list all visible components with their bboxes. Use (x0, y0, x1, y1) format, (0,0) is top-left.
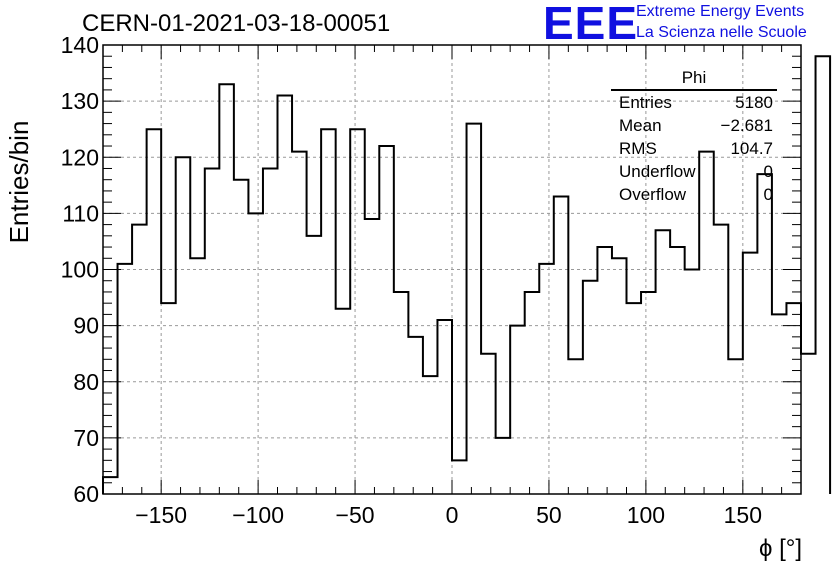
histogram-bin (568, 359, 583, 494)
histogram-bin (496, 438, 511, 494)
histogram-bin (219, 84, 234, 494)
x-tick-label: 150 (724, 502, 762, 528)
y-tick-label: 120 (61, 144, 99, 170)
stats-row-mean: Mean −2.681 (611, 116, 777, 139)
histogram-bin (525, 292, 540, 494)
histogram-bin (467, 124, 482, 494)
histogram-bin (307, 236, 322, 494)
histogram-bin (103, 477, 118, 494)
logo-subtitle-line2: La Scienza nelle Scuole (636, 24, 807, 41)
histogram-bin (685, 270, 700, 495)
stats-value: 0 (763, 162, 773, 181)
plot-frame (102, 44, 802, 495)
histogram-bin (670, 247, 685, 494)
histogram-bin (161, 303, 176, 494)
y-tick-label: 60 (73, 481, 99, 507)
x-tick-label: 0 (446, 502, 459, 528)
stats-label: Overflow (619, 185, 687, 204)
stats-label: Underflow (619, 162, 696, 181)
histogram-bin (408, 337, 423, 494)
y-tick-label: 130 (61, 88, 99, 114)
histogram-bin (132, 225, 147, 494)
run-title: CERN-01-2021-03-18-00051 (82, 10, 391, 37)
histogram-bin (234, 180, 249, 494)
histogram-bin (757, 174, 772, 494)
stats-label: Entries (619, 93, 672, 112)
x-tick-label: 100 (627, 502, 665, 528)
histogram-bin (437, 320, 452, 494)
stats-label: RMS (619, 139, 657, 158)
histogram-bin (597, 247, 612, 494)
histogram-bin (278, 96, 293, 494)
y-tick-label: 140 (61, 32, 99, 58)
histogram-bin (423, 376, 438, 494)
histogram-bin (510, 326, 525, 494)
histogram-bin (816, 56, 831, 494)
histogram-bin (612, 258, 627, 494)
histogram-bin (627, 303, 642, 494)
histogram-bin (176, 157, 191, 494)
stats-row-underflow: Underflow 0 (611, 162, 777, 185)
histogram-bin (379, 146, 394, 494)
histogram-bin (118, 264, 133, 494)
histogram-bin (263, 168, 278, 494)
x-tick-label: −50 (336, 502, 375, 528)
stats-box-title: Phi (611, 68, 777, 91)
histogram-bin (641, 292, 656, 494)
histogram-bin (714, 225, 729, 494)
histogram-bin (394, 292, 409, 494)
histogram-outline (102, 55, 832, 494)
y-tick-label: 100 (61, 257, 99, 283)
histogram-bin (539, 264, 554, 494)
histogram-bin (248, 213, 263, 494)
histogram-bin (365, 219, 380, 494)
stats-value: 104.7 (730, 139, 773, 158)
histogram-bin (772, 314, 787, 494)
stats-row-rms: RMS 104.7 (611, 139, 777, 162)
histogram-bin (554, 197, 569, 494)
stats-row-entries: Entries 5180 (611, 93, 777, 116)
histogram-bin (190, 258, 205, 494)
histogram-bin (786, 303, 801, 494)
histogram-bin (728, 359, 743, 494)
histogram-bin (801, 354, 816, 494)
y-tick-label: 80 (73, 369, 99, 395)
stats-value: −2.681 (720, 116, 773, 135)
stats-value: 5180 (735, 93, 773, 112)
histogram-bin (452, 460, 467, 494)
histogram-bin (583, 281, 598, 494)
histogram-bin (336, 309, 351, 494)
x-axis-label: ϕ [°] (758, 535, 802, 562)
y-tick-label: 110 (62, 200, 99, 226)
stats-value: 0 (763, 185, 773, 204)
x-tick-label: −100 (232, 502, 284, 528)
x-tick-label: −150 (135, 502, 187, 528)
histogram-bin (321, 129, 336, 494)
histogram-bin (350, 129, 365, 494)
y-tick-label: 90 (73, 313, 99, 339)
histogram-bin (656, 230, 671, 494)
stats-row-overflow: Overflow 0 (611, 185, 777, 208)
stats-label: Mean (619, 116, 662, 135)
histogram-bin (481, 354, 496, 494)
x-tick-label: 50 (536, 502, 562, 528)
histogram-bin (292, 152, 307, 494)
histogram-bin (147, 129, 162, 494)
eee-logo: EEE (543, 0, 639, 49)
y-tick-label: 70 (73, 425, 99, 451)
stats-box: Phi Entries 5180 Mean −2.681 RMS 104.7 Underfl… (611, 68, 777, 208)
histogram-bin (743, 253, 758, 494)
logo-subtitle-line1: Extreme Energy Events (636, 3, 805, 20)
histogram-bin (205, 168, 220, 494)
